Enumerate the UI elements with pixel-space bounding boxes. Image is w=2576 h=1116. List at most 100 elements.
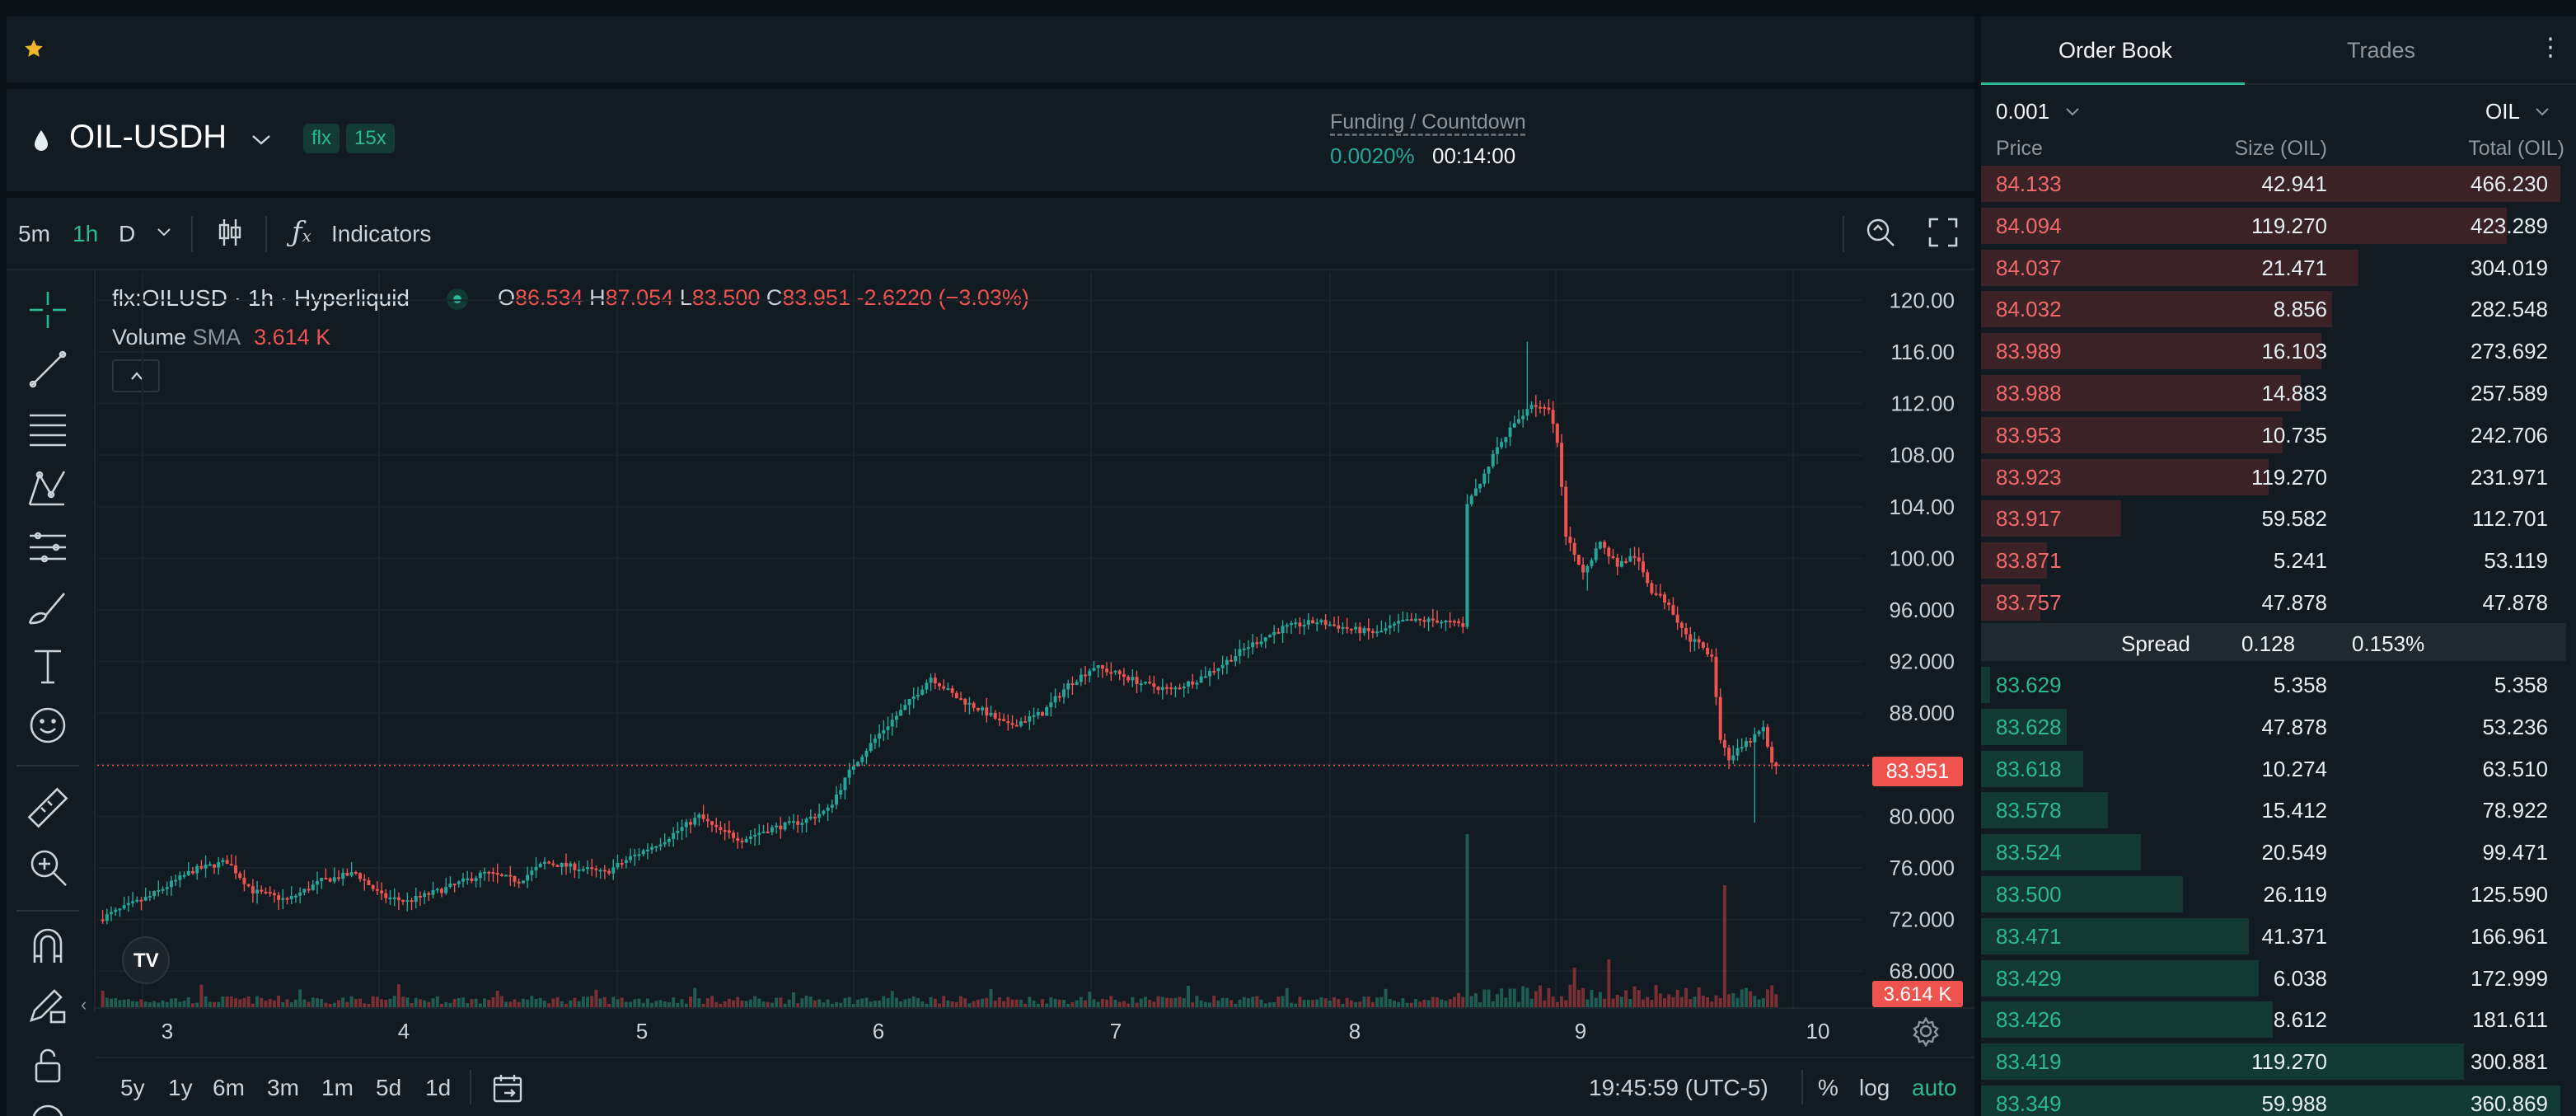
candle-body xyxy=(1457,621,1461,624)
volume-bar xyxy=(418,999,422,1007)
ask-row[interactable]: 84.133 42.941 466.230 xyxy=(1981,163,2566,204)
market-status-dot xyxy=(447,288,468,310)
text-icon[interactable] xyxy=(25,643,71,689)
candle-body xyxy=(358,873,363,879)
emoji-icon[interactable] xyxy=(25,702,71,748)
volume-bar xyxy=(1234,1003,1238,1007)
ask-row[interactable]: 83.917 59.582 112.701 xyxy=(1981,498,2566,539)
interval-1h[interactable]: 1h xyxy=(73,221,99,246)
range-1m[interactable]: 1m xyxy=(321,1075,354,1100)
interval-d[interactable]: D xyxy=(119,221,136,246)
range-1y[interactable]: 1y xyxy=(168,1075,193,1100)
ask-total: 304.019 xyxy=(2471,255,2548,280)
ask-row[interactable]: 83.953 10.735 242.706 xyxy=(1981,415,2566,456)
tab-trades[interactable]: Trades xyxy=(2347,38,2416,63)
collapse-arrow[interactable]: ‹ xyxy=(81,994,87,1015)
ask-row[interactable]: 83.988 14.883 257.589 xyxy=(1981,373,2566,414)
volume-bar xyxy=(1418,1001,1422,1007)
range-6m[interactable]: 6m xyxy=(213,1075,245,1100)
candle-body xyxy=(1740,747,1744,749)
bid-row[interactable]: 83.419 119.270 300.881 xyxy=(1981,1041,2566,1082)
candle-body xyxy=(1263,637,1267,642)
horizontal-lines-icon[interactable] xyxy=(25,406,71,452)
bid-price: 83.524 xyxy=(1996,840,2062,865)
more-menu-icon[interactable]: ⋮ xyxy=(2538,34,2563,61)
volume-bar xyxy=(1092,999,1096,1007)
chevron-down-icon[interactable] xyxy=(2535,107,2550,117)
tab-order-book[interactable]: Order Book xyxy=(2058,38,2173,63)
bid-price: 83.578 xyxy=(1996,798,2062,823)
volume-bar xyxy=(1624,990,1628,1007)
magnet-icon[interactable] xyxy=(25,923,71,969)
eye-icon[interactable] xyxy=(25,1098,71,1116)
ruler-icon[interactable] xyxy=(25,785,71,831)
volume-bar xyxy=(1637,990,1641,1007)
lock-icon[interactable] xyxy=(25,1042,71,1088)
toolbar-divider xyxy=(191,216,193,252)
chevron-down-icon[interactable] xyxy=(2065,107,2080,117)
bid-row[interactable]: 83.628 47.878 53.236 xyxy=(1981,706,2566,748)
forecast-icon[interactable] xyxy=(25,524,71,570)
bid-row[interactable]: 83.349 59.988 360.869 xyxy=(1981,1083,2566,1116)
range-5y[interactable]: 5y xyxy=(120,1075,145,1100)
bid-row[interactable]: 83.426 8.612 181.611 xyxy=(1981,999,2566,1040)
volume-bar xyxy=(907,998,911,1007)
candle-body xyxy=(1366,628,1370,631)
bid-size: 10.274 xyxy=(2261,756,2327,781)
range-5d[interactable]: 5d xyxy=(376,1075,402,1100)
calendar-icon[interactable] xyxy=(491,1071,524,1104)
legend-collapse-button[interactable] xyxy=(112,359,160,392)
volume-bar xyxy=(1053,998,1057,1007)
tick-size-select[interactable]: 0.001 xyxy=(1996,99,2050,124)
depth-bar xyxy=(1981,834,2141,871)
ask-row[interactable]: 83.757 47.878 47.878 xyxy=(1981,582,2566,623)
ask-row[interactable]: 83.923 119.270 231.971 xyxy=(1981,457,2566,498)
ask-row[interactable]: 84.094 119.270 423.289 xyxy=(1981,205,2566,246)
candle-body xyxy=(1323,620,1328,626)
ask-row[interactable]: 83.989 16.103 273.692 xyxy=(1981,331,2566,372)
bid-row[interactable]: 83.618 10.274 63.510 xyxy=(1981,748,2566,790)
symbol-selector[interactable]: OIL-USDH xyxy=(69,119,227,156)
pattern-icon[interactable] xyxy=(25,465,71,511)
zoom-in-icon[interactable] xyxy=(25,844,71,890)
settings-gear-icon[interactable] xyxy=(1912,1016,1940,1048)
candle-body xyxy=(1187,681,1190,687)
bid-row[interactable]: 83.500 26.119 125.590 xyxy=(1981,874,2566,915)
auto-toggle[interactable]: auto xyxy=(1912,1075,1957,1100)
interval-5m[interactable]: 5m xyxy=(18,221,50,246)
indicators-button[interactable]: Indicators xyxy=(331,221,432,246)
fx-icon[interactable]: ƒx xyxy=(292,216,311,249)
volume-bar xyxy=(110,998,113,1007)
brush-icon[interactable] xyxy=(25,584,71,630)
candle-body xyxy=(1220,664,1225,668)
bid-row[interactable]: 83.578 15.412 78.922 xyxy=(1981,790,2566,831)
bid-row[interactable]: 83.429 6.038 172.999 xyxy=(1981,958,2566,999)
fullscreen-icon[interactable] xyxy=(1928,218,1958,247)
volume-bar xyxy=(1040,999,1044,1007)
pencil-lock-icon[interactable] xyxy=(25,982,71,1029)
ask-row[interactable]: 84.037 21.471 304.019 xyxy=(1981,247,2566,288)
star-icon[interactable] xyxy=(23,38,44,59)
candle-body xyxy=(663,842,667,845)
unit-select[interactable]: OIL xyxy=(2485,99,2520,124)
chevron-down-icon[interactable] xyxy=(157,227,171,237)
crosshair-icon[interactable] xyxy=(25,287,71,333)
trend-line-icon[interactable] xyxy=(25,346,71,392)
range-3m[interactable]: 3m xyxy=(267,1075,299,1100)
ask-row[interactable]: 84.032 8.856 282.548 xyxy=(1981,288,2566,330)
clock-readout[interactable]: 19:45:59 (UTC-5) xyxy=(1589,1075,1768,1100)
log-toggle[interactable]: log xyxy=(1859,1075,1890,1100)
candle-body xyxy=(1165,687,1169,689)
ask-row[interactable]: 83.871 5.241 53.119 xyxy=(1981,540,2566,581)
bid-row[interactable]: 83.471 41.371 166.961 xyxy=(1981,916,2566,957)
col-price-header: Price xyxy=(1996,137,2043,160)
candle-style-icon[interactable] xyxy=(216,216,244,249)
chevron-down-icon[interactable] xyxy=(251,134,272,147)
bid-row[interactable]: 83.629 5.358 5.358 xyxy=(1981,664,2566,706)
tradingview-logo[interactable]: TV xyxy=(122,936,170,984)
zoom-search-icon[interactable] xyxy=(1864,216,1897,249)
percent-toggle[interactable]: % xyxy=(1818,1075,1838,1100)
range-1d[interactable]: 1d xyxy=(425,1075,452,1100)
bid-row[interactable]: 83.524 20.549 99.471 xyxy=(1981,832,2566,873)
